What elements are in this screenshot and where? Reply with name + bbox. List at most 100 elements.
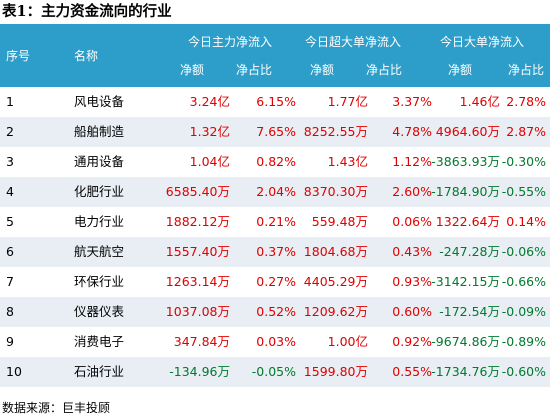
cell-large-net: -172.54万	[439, 304, 500, 319]
cell-super-ratio: 0.55%	[392, 364, 432, 379]
cell-super-net: 1.43亿	[327, 154, 368, 169]
table-row: 1 风电设备 3.24亿 6.15% 1.77亿 3.37% 1.46亿 2.78%	[0, 87, 550, 117]
cell-main-ratio: 0.21%	[256, 214, 296, 229]
cell-large-net: -247.28万	[439, 244, 500, 259]
cell-super-ratio: 0.43%	[392, 244, 432, 259]
cell-large-ratio: 2.87%	[506, 124, 546, 139]
cell-large-net: -9674.86万	[431, 334, 500, 349]
cell-large-ratio: 0.14%	[506, 214, 546, 229]
header-rank: 序号	[6, 49, 31, 63]
cell-name: 电力行业	[74, 214, 125, 229]
cell-super-net: 1599.80万	[303, 364, 368, 379]
cell-super-net: 1.00亿	[327, 334, 368, 349]
cell-main-ratio: 0.52%	[256, 304, 296, 319]
cell-rank: 9	[6, 334, 14, 349]
cell-super-ratio: 4.78%	[392, 124, 432, 139]
cell-rank: 4	[6, 184, 14, 199]
cell-name: 通用设备	[74, 154, 125, 169]
cell-super-net: 4405.29万	[303, 274, 368, 289]
cell-large-net: -1784.90万	[431, 184, 500, 199]
header-main-net: 净额	[180, 63, 205, 77]
cell-name: 仪器仪表	[74, 304, 125, 319]
table-header: 序号 名称 今日主力净流入 今日超大单净流入 今日大单净流入 净额 净占比 净额…	[0, 24, 550, 87]
header-group-super: 今日超大单净流入	[305, 35, 402, 49]
cell-super-ratio: 2.60%	[392, 184, 432, 199]
cell-large-ratio: 2.78%	[506, 94, 546, 109]
cell-name: 消费电子	[74, 334, 125, 349]
cell-main-net: 1263.14万	[165, 274, 230, 289]
cell-main-ratio: 0.37%	[256, 244, 296, 259]
cell-main-net: 3.24亿	[189, 94, 230, 109]
cell-main-net: 1037.08万	[165, 304, 230, 319]
cell-super-ratio: 0.60%	[392, 304, 432, 319]
header-super-ratio: 净占比	[366, 63, 403, 77]
table-row: 4 化肥行业 6585.40万 2.04% 8370.30万 2.60% -1784.90万…	[0, 177, 550, 207]
cell-main-net: 1882.12万	[165, 214, 230, 229]
cell-super-net: 559.48万	[311, 214, 368, 229]
cell-large-net: 1.46亿	[459, 94, 500, 109]
cell-super-ratio: 0.06%	[392, 214, 432, 229]
cell-super-ratio: 3.37%	[392, 94, 432, 109]
cell-main-net: 1.04亿	[189, 154, 230, 169]
cell-main-ratio: -0.05%	[251, 364, 296, 379]
cell-large-ratio: -0.60%	[501, 364, 546, 379]
cell-name: 环保行业	[74, 274, 125, 289]
cell-rank: 3	[6, 154, 14, 169]
cell-main-net: 347.84万	[173, 334, 230, 349]
cell-large-ratio: -0.06%	[501, 244, 546, 259]
table-row: 9 消费电子 347.84万 0.03% 1.00亿 0.92% -9674.86万 -0.8…	[0, 327, 550, 357]
cell-main-net: 1557.40万	[165, 244, 230, 259]
cell-large-ratio: -0.09%	[501, 304, 546, 319]
cell-main-ratio: 0.82%	[256, 154, 296, 169]
cell-large-ratio: -0.89%	[501, 334, 546, 349]
cell-large-net: 4964.60万	[435, 124, 500, 139]
cell-rank: 10	[6, 364, 22, 379]
cell-main-ratio: 0.03%	[256, 334, 296, 349]
cell-super-ratio: 1.12%	[392, 154, 432, 169]
header-large-net: 净额	[448, 63, 473, 77]
cell-name: 石油行业	[74, 364, 125, 379]
table-row: 6 航天航空 1557.40万 0.37% 1804.68万 0.43% -247.28万 -…	[0, 237, 550, 267]
cell-large-net: 1322.64万	[435, 214, 500, 229]
table-row: 3 通用设备 1.04亿 0.82% 1.43亿 1.12% -3863.93万 -0.30%	[0, 147, 550, 177]
cell-rank: 2	[6, 124, 14, 139]
table-row: 5 电力行业 1882.12万 0.21% 559.48万 0.06% 1322.64万 0.…	[0, 207, 550, 237]
cell-large-ratio: -0.66%	[501, 274, 546, 289]
cell-super-net: 8252.55万	[303, 124, 368, 139]
cell-super-net: 8370.30万	[303, 184, 368, 199]
cell-main-ratio: 6.15%	[256, 94, 296, 109]
cell-rank: 1	[6, 94, 14, 109]
cell-large-net: -3863.93万	[431, 154, 500, 169]
cell-large-net: -1734.76万	[431, 364, 500, 379]
cell-main-net: 6585.40万	[165, 184, 230, 199]
cell-large-net: -3142.15万	[431, 274, 500, 289]
cell-rank: 5	[6, 214, 14, 229]
data-source-note: 数据来源：巨丰投顾	[2, 401, 111, 415]
industry-fund-flow-table: 序号 名称 今日主力净流入 今日超大单净流入 今日大单净流入 净额 净占比 净额…	[0, 24, 550, 387]
cell-large-ratio: -0.55%	[501, 184, 546, 199]
cell-main-net: -134.96万	[169, 364, 230, 379]
cell-main-net: 1.32亿	[189, 124, 230, 139]
header-super-net: 净额	[310, 63, 335, 77]
cell-main-ratio: 0.27%	[256, 274, 296, 289]
cell-super-net: 1.77亿	[327, 94, 368, 109]
table-row: 8 仪器仪表 1037.08万 0.52% 1209.62万 0.60% -172.54万 -…	[0, 297, 550, 327]
table-row: 7 环保行业 1263.14万 0.27% 4405.29万 0.93% -3142.15万…	[0, 267, 550, 297]
header-group-large: 今日大单净流入	[440, 35, 525, 49]
table-title: 表1：主力资金流向的行业	[2, 3, 172, 20]
cell-main-ratio: 7.65%	[256, 124, 296, 139]
table-row: 2 船舶制造 1.32亿 7.65% 8252.55万 4.78% 4964.60万 2.87…	[0, 117, 550, 147]
cell-rank: 7	[6, 274, 14, 289]
cell-name: 船舶制造	[74, 124, 125, 139]
cell-super-ratio: 0.92%	[392, 334, 432, 349]
header-large-ratio: 净占比	[508, 63, 545, 77]
cell-main-ratio: 2.04%	[256, 184, 296, 199]
header-name: 名称	[74, 49, 99, 63]
cell-name: 风电设备	[74, 94, 125, 109]
cell-name: 航天航空	[74, 244, 125, 259]
cell-super-ratio: 0.93%	[392, 274, 432, 289]
cell-name: 化肥行业	[74, 184, 125, 199]
table-row: 10 石油行业 -134.96万 -0.05% 1599.80万 0.55% -1734.7…	[0, 357, 550, 387]
header-main-ratio: 净占比	[236, 63, 273, 77]
cell-super-net: 1804.68万	[303, 244, 368, 259]
